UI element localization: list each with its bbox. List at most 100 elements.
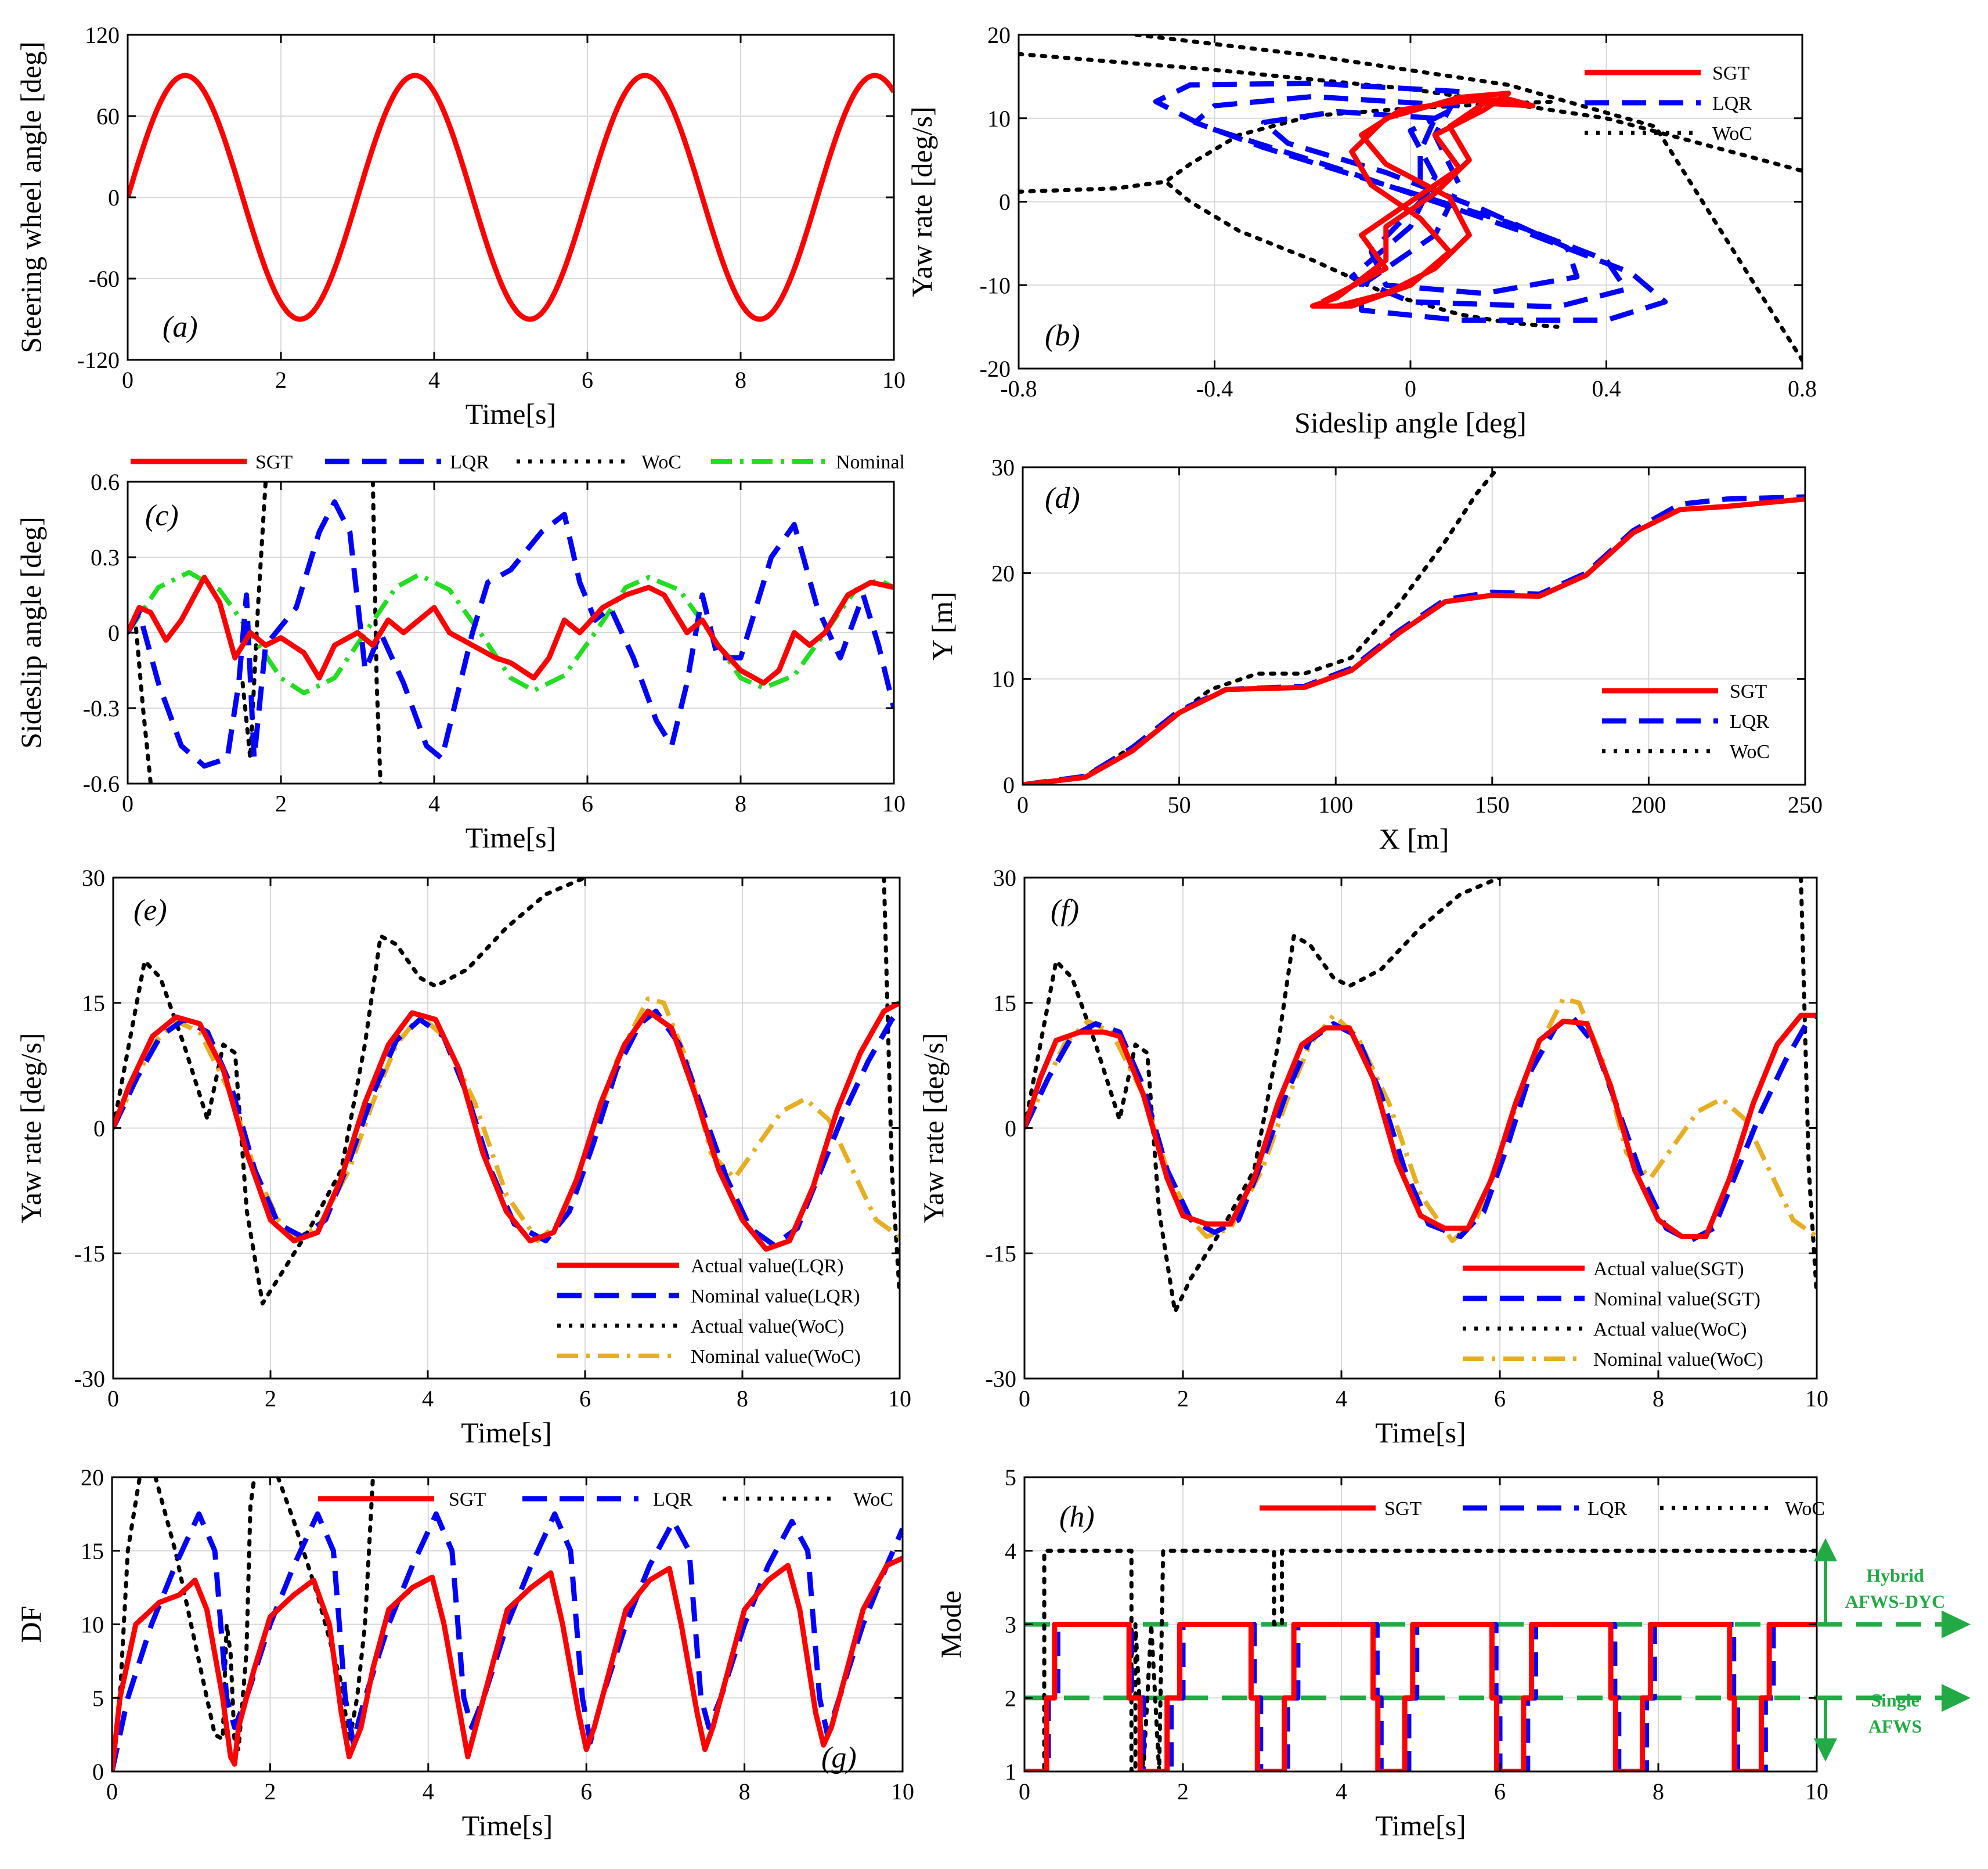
legend-label: Nominal value(WoC) bbox=[691, 1346, 861, 1368]
legend-label: SGT bbox=[255, 452, 293, 473]
y-axis-title: Steering wheel angle [deg] bbox=[15, 41, 47, 353]
y-tick-label: 0 bbox=[1005, 1116, 1016, 1142]
x-axis-title: Sideslip angle [deg] bbox=[1294, 406, 1527, 439]
series-group-a bbox=[128, 73, 894, 322]
series-line-sgt-2 bbox=[1023, 496, 1805, 785]
legend-label: SGT bbox=[1712, 63, 1749, 84]
panel-g: 0 2 4 6 8 10 0 5 10 15 20 Time[s] DF (g) SGT LQR WoC bbox=[15, 1464, 914, 1842]
x-axis-title: Time[s] bbox=[462, 1809, 553, 1842]
legend-label: SGT bbox=[1384, 1498, 1421, 1520]
series-line-lqr-4 bbox=[1153, 80, 1668, 323]
annotation-hybrid2: AFWS-DYC bbox=[1845, 1591, 1945, 1612]
legend-label: LQR bbox=[1587, 1498, 1627, 1520]
y-tick-label: 20 bbox=[81, 1464, 104, 1491]
x-tick-label: 4 bbox=[422, 1385, 434, 1412]
legend-label: Nominal bbox=[836, 452, 905, 473]
x-tick-label: 6 bbox=[582, 367, 593, 393]
legend-label: WoC bbox=[641, 452, 681, 473]
x-tick-label: 4 bbox=[1336, 1778, 1347, 1805]
legend-label: SGT bbox=[449, 1489, 486, 1510]
x-tick-label: 0 bbox=[1405, 376, 1416, 402]
y-tick-label: -120 bbox=[77, 347, 120, 373]
legend-label: SGT bbox=[1730, 681, 1767, 702]
x-tick-label: 150 bbox=[1475, 792, 1510, 818]
y-tick-label: -15 bbox=[74, 1240, 105, 1267]
series-line-woc-2 bbox=[370, 482, 383, 784]
series-group-d bbox=[1023, 467, 1805, 785]
y-tick-label: 20 bbox=[991, 560, 1015, 586]
y-tick-label: 30 bbox=[82, 865, 105, 891]
y-tick-label: 0 bbox=[999, 189, 1011, 215]
series-line-woc-0 bbox=[1024, 878, 1502, 1314]
x-axis-title: Time[s] bbox=[1375, 1416, 1466, 1449]
x-axis-title: Time[s] bbox=[461, 1416, 552, 1449]
legend-label: LQR bbox=[1730, 711, 1769, 733]
x-tick-label: 100 bbox=[1318, 792, 1353, 818]
series-line-sgt-7 bbox=[1309, 91, 1536, 309]
right-arrow-icon bbox=[1942, 1610, 1971, 1639]
legend-label: Nominal value(WoC) bbox=[1593, 1349, 1763, 1370]
y-tick-label: -10 bbox=[980, 272, 1011, 298]
x-tick-label: 0 bbox=[122, 367, 134, 393]
legend-b: SGT LQR WoC bbox=[1585, 63, 1752, 145]
series-line-woc-2 bbox=[276, 1477, 375, 1744]
x-tick-label: 200 bbox=[1631, 792, 1666, 818]
series-line-sgt-0 bbox=[128, 73, 894, 322]
y-tick-label: 5 bbox=[1005, 1464, 1016, 1491]
panel-label: (e) bbox=[134, 894, 167, 927]
x-tick-label: 10 bbox=[891, 1778, 914, 1805]
series-line-woc-1 bbox=[153, 1477, 257, 1752]
x-tick-label: 2 bbox=[265, 1385, 276, 1412]
legend-label: LQR bbox=[450, 452, 489, 473]
panel-label: (d) bbox=[1045, 482, 1080, 515]
panel-e: 0 2 4 6 8 10 -30 -15 0 15 30 Time[s] Yaw rate [deg/s… bbox=[15, 865, 911, 1449]
legend-label: WoC bbox=[853, 1489, 893, 1510]
x-tick-label: 10 bbox=[888, 1385, 911, 1412]
x-tick-label: 6 bbox=[582, 791, 593, 817]
annotation-hybrid1: Hybrid bbox=[1866, 1565, 1924, 1586]
x-tick-label: 6 bbox=[580, 1778, 592, 1805]
x-tick-label: 0 bbox=[106, 1778, 118, 1805]
y-axis-title: DF bbox=[15, 1606, 47, 1643]
x-tick-label: 8 bbox=[735, 791, 746, 817]
y-tick-label: 0.6 bbox=[91, 469, 120, 495]
x-tick-label: 8 bbox=[737, 1385, 748, 1412]
panel-b: -0.8 -0.4 0 0.4 0.8 -20 -10 0 10 20 Sideslip angle… bbox=[905, 22, 1817, 439]
y-tick-label: 5 bbox=[92, 1685, 104, 1711]
x-tick-label: 250 bbox=[1788, 792, 1823, 818]
legend-label: Actual value(SGT) bbox=[1593, 1258, 1744, 1280]
x-axis-title: Time[s] bbox=[1375, 1809, 1466, 1842]
series-group-b bbox=[1019, 35, 1802, 363]
series-line-woc-0 bbox=[128, 618, 153, 784]
series-line-sgt-4 bbox=[1024, 1012, 1817, 1239]
x-tick-label: 8 bbox=[1653, 1385, 1664, 1412]
x-tick-label: 8 bbox=[735, 367, 746, 393]
y-tick-label: 0.3 bbox=[91, 544, 120, 571]
legend-label: Actual value(WoC) bbox=[691, 1316, 844, 1337]
legend-e: Actual value(LQR) Nominal value(LQR) Actua… bbox=[557, 1255, 861, 1368]
x-tick-label: 4 bbox=[1336, 1385, 1347, 1412]
y-tick-label: -0.3 bbox=[83, 695, 120, 721]
y-tick-label: 30 bbox=[993, 865, 1016, 891]
x-tick-label: -0.4 bbox=[1196, 376, 1233, 402]
y-tick-label: 15 bbox=[82, 990, 105, 1016]
y-tick-label: -30 bbox=[986, 1366, 1016, 1392]
series-line-sgt-4 bbox=[113, 1000, 900, 1252]
y-tick-label: 0 bbox=[92, 1759, 104, 1785]
x-tick-label: 10 bbox=[1805, 1778, 1828, 1805]
annotation-single2: AFWS bbox=[1868, 1716, 1922, 1737]
x-tick-label: 10 bbox=[882, 791, 905, 817]
x-tick-label: 0 bbox=[122, 791, 134, 817]
panel-label: (h) bbox=[1059, 1500, 1095, 1534]
legend-label: LQR bbox=[653, 1489, 692, 1510]
x-tick-label: 0 bbox=[1019, 1385, 1030, 1412]
legend-label: LQR bbox=[1712, 93, 1752, 114]
legend-label: Nominal value(SGT) bbox=[1593, 1289, 1760, 1310]
x-tick-label: 0 bbox=[107, 1385, 119, 1412]
legend-h: SGT LQR WoC bbox=[1260, 1498, 1825, 1520]
x-tick-label: 4 bbox=[423, 1778, 434, 1805]
series-line-lqr-3 bbox=[112, 1511, 903, 1771]
x-tick-label: 10 bbox=[882, 367, 905, 393]
